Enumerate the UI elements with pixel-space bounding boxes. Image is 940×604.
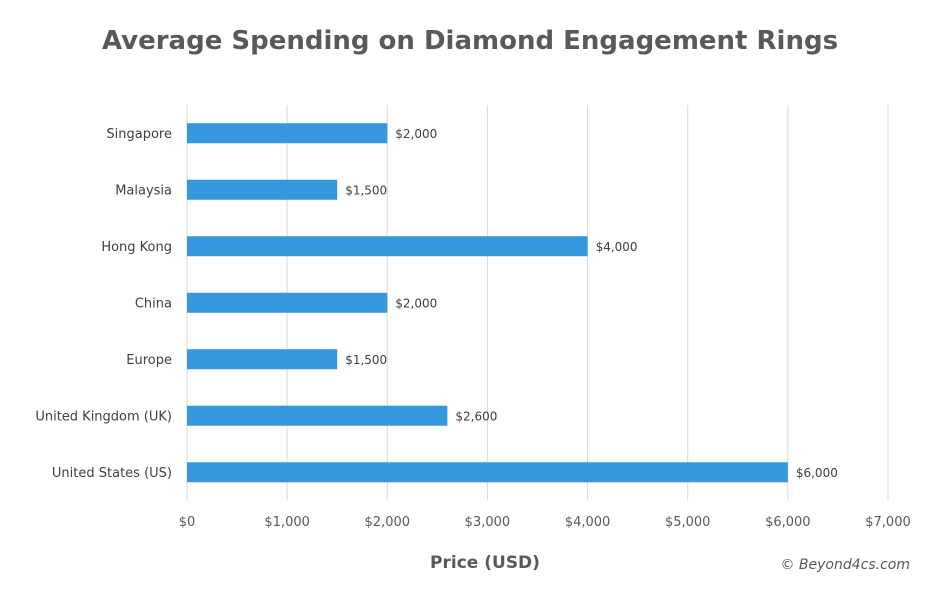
- x-tick-label: $7,000: [865, 515, 911, 530]
- bar: [187, 462, 788, 483]
- chart-title: Average Spending on Diamond Engagement R…: [101, 26, 839, 56]
- category-label: United Kingdom (UK): [35, 409, 172, 424]
- data-label: $1,500: [345, 183, 387, 197]
- category-label: Europe: [126, 353, 172, 368]
- bar: [187, 179, 338, 200]
- bar: [187, 349, 338, 370]
- category-label: United States (US): [52, 466, 172, 481]
- x-tick-label: $6,000: [765, 515, 811, 530]
- category-label: China: [135, 296, 172, 311]
- category-label: Malaysia: [115, 183, 172, 198]
- data-label: $2,000: [395, 296, 437, 310]
- x-tick-label: $3,000: [465, 515, 511, 530]
- x-axis-title: Price (USD): [430, 553, 540, 573]
- x-tick-label: $5,000: [665, 515, 711, 530]
- category-label: Singapore: [106, 127, 172, 142]
- category-label: Hong Kong: [101, 240, 172, 255]
- bar: [187, 236, 588, 257]
- data-label: $1,500: [345, 353, 387, 367]
- data-label: $4,000: [596, 240, 638, 254]
- data-label: $2,000: [395, 127, 437, 141]
- x-tick-label: $4,000: [565, 515, 611, 530]
- x-tick-label: $2,000: [365, 515, 411, 530]
- bar: [187, 405, 448, 426]
- data-label: $2,600: [455, 409, 497, 423]
- bar: [187, 123, 388, 144]
- data-label: $6,000: [796, 466, 838, 480]
- x-tick-label: $1,000: [264, 515, 310, 530]
- labels: $0 $1,000 $2,000 $3,000 $4,000 $5,000 $6,000 $7…: [35, 127, 910, 530]
- bars: [187, 123, 788, 483]
- copyright-watermark: © Beyond4cs.com: [780, 557, 910, 573]
- x-tick-label: $0: [179, 515, 196, 530]
- bar: [187, 292, 388, 313]
